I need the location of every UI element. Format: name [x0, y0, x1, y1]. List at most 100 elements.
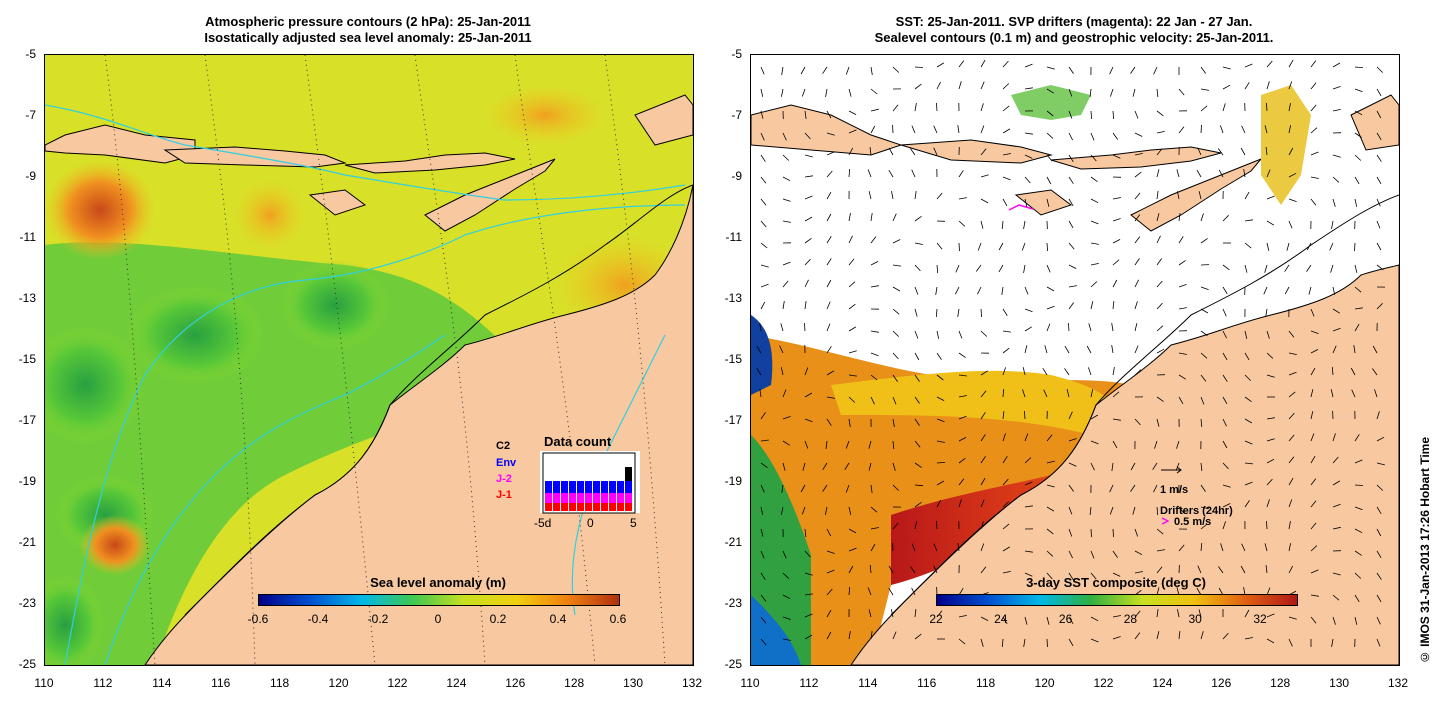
velocity-arrow [980, 148, 987, 156]
velocity-arrow [936, 480, 945, 486]
velocity-arrow [1002, 571, 1011, 574]
velocity-arrow [1156, 235, 1161, 244]
velocity-arrow [914, 396, 920, 404]
velocity-arrow [1244, 330, 1248, 339]
velocity-arrow [1222, 396, 1228, 405]
velocity-arrow [1178, 506, 1185, 514]
velocity-arrow [1156, 566, 1163, 574]
velocity-arrow [1046, 616, 1050, 625]
left-xtick: 122 [387, 676, 408, 690]
velocity-arrow [1376, 303, 1383, 310]
velocity-arrow [1374, 389, 1378, 398]
velocity-arrow [826, 301, 831, 310]
velocity-arrow [914, 191, 917, 200]
velocity-arrow [1134, 192, 1141, 200]
velocity-arrow [1240, 565, 1246, 574]
velocity-arrow [802, 462, 806, 471]
velocity-arrow [1068, 572, 1074, 581]
velocity-arrow [1002, 60, 1009, 68]
timor-island [424, 158, 556, 232]
velocity-arrow [1178, 236, 1184, 244]
velocity-arrow [1288, 352, 1297, 355]
velocity-arrow [1288, 125, 1291, 134]
velocity-arrow [800, 484, 806, 493]
velocity-arrow [804, 418, 813, 423]
data-count-bar [593, 503, 600, 511]
velocity-arrow [1266, 195, 1275, 200]
velocity-arrow [1112, 259, 1120, 266]
data-count-bar [601, 503, 608, 511]
velocity-arrow [1266, 587, 1271, 596]
velocity-arrow [892, 66, 900, 73]
velocity-arrow [1376, 528, 1382, 537]
velocity-arrow [1134, 323, 1138, 332]
velocity-arrow [870, 527, 879, 530]
velocity-arrow [1022, 389, 1026, 398]
hot-eddy-1 [45, 160, 155, 260]
velocity-arrow [848, 168, 851, 178]
velocity-arrow [1266, 458, 1275, 464]
velocity-arrow [1310, 349, 1319, 354]
velocity-arrow [1068, 88, 1073, 97]
velocity-arrow [1002, 105, 1010, 112]
velocity-arrow [1068, 285, 1077, 288]
velocity-arrow [1109, 506, 1114, 515]
sea-level-map-svg [45, 55, 693, 665]
velocity-arrow [782, 301, 785, 310]
data-count-bar [593, 481, 600, 493]
velocity-arrow [1196, 169, 1202, 178]
velocity-arrow [1046, 323, 1051, 332]
velocity-arrow [1112, 572, 1121, 577]
velocity-arrow [1046, 305, 1055, 310]
velocity-arrow [1222, 286, 1228, 295]
velocity-arrow [868, 440, 872, 449]
velocity-arrow [1112, 528, 1114, 538]
velocity-arrow [1264, 264, 1268, 273]
velocity-arrow [1220, 543, 1224, 552]
velocity-arrow [760, 176, 767, 184]
velocity-arrow [1002, 176, 1011, 181]
velocity-arrow [1266, 220, 1275, 226]
isobath-west [64, 204, 686, 665]
velocity-arrow [1332, 198, 1336, 207]
velocity-arrow [1002, 616, 1008, 625]
velocity-arrow [936, 102, 938, 112]
velocity-arrow [1024, 87, 1033, 90]
velocity-arrow [780, 506, 784, 515]
sumba-island [308, 189, 367, 216]
velocity-arrow [1132, 506, 1136, 515]
right-xtick: 130 [1329, 676, 1350, 690]
left-xtick: 128 [564, 676, 585, 690]
velocity-arrow [958, 457, 966, 464]
velocity-arrow [848, 110, 857, 115]
velocity-arrow [1090, 154, 1097, 162]
velocity-arrow [1354, 154, 1362, 161]
velocity-arrow [1200, 484, 1206, 492]
velocity-arrow [911, 543, 916, 552]
velocity-arrow [1134, 369, 1142, 376]
velocity-arrow [1134, 345, 1139, 354]
right-xtick: 110 [740, 676, 760, 690]
velocity-arrow [1110, 88, 1114, 97]
data-count-bar [553, 493, 560, 503]
velocity-arrow [1288, 412, 1295, 420]
velocity-arrow [782, 440, 791, 446]
right-ytick: -15 [724, 352, 742, 366]
velocity-arrow [958, 638, 966, 645]
velocity-arrow [848, 631, 851, 640]
velocity-arrow [826, 170, 833, 178]
left-xtick: 110 [34, 676, 54, 690]
velocity-arrow [1046, 506, 1055, 512]
velocity-arrow [1310, 127, 1318, 134]
velocity-arrow [1332, 62, 1341, 68]
velocity-arrow [1222, 352, 1228, 361]
velocity-arrow [782, 572, 790, 579]
sst-map-svg [751, 55, 1399, 665]
velocity-arrow [935, 308, 938, 318]
data-count-label-env: Env [496, 457, 517, 469]
velocity-arrow [848, 396, 856, 403]
green-eddy-2 [280, 260, 390, 350]
velocity-arrow [914, 352, 920, 361]
velocity-arrow [760, 484, 765, 493]
left-ytick: -9 [25, 169, 36, 183]
